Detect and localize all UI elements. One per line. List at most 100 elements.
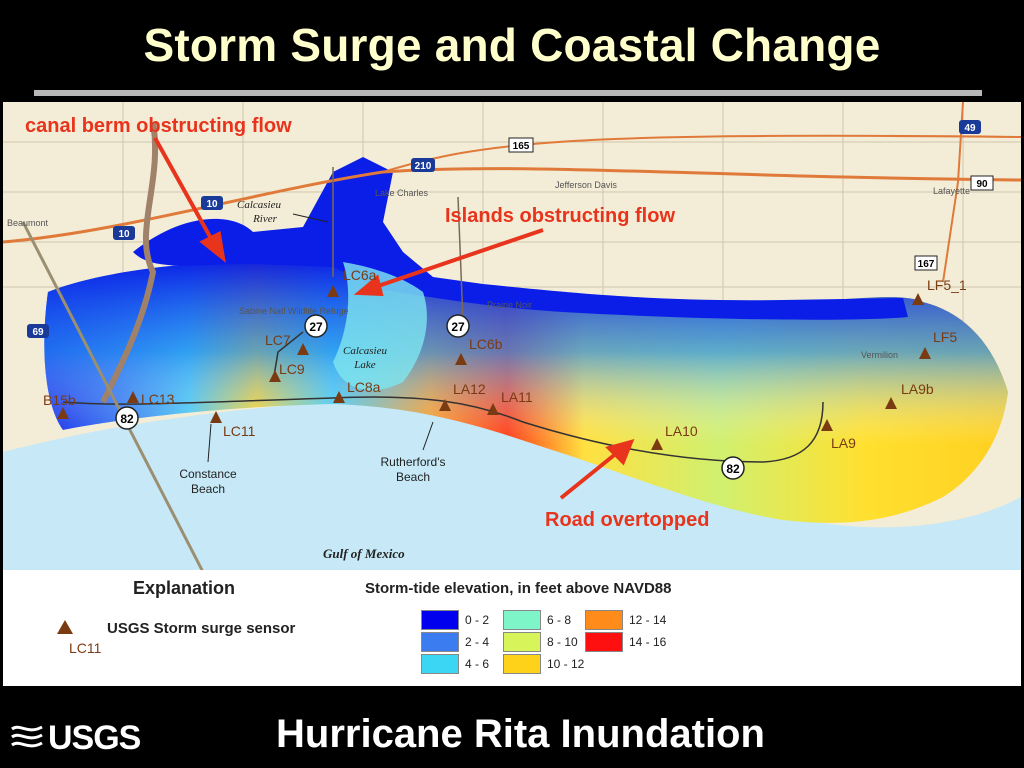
interstate-10-label: 10 — [206, 199, 218, 210]
legend-class-7: 14 - 16 — [585, 632, 669, 652]
route-27-east-label: 27 — [451, 320, 465, 334]
sensor-marker-b15b — [57, 407, 69, 419]
legend-explanation-title: Explanation — [133, 578, 236, 598]
calcasieu-river-label-2: River — [252, 213, 278, 225]
route-27-west-label: 27 — [309, 320, 323, 334]
route-167-label: 167 — [918, 259, 935, 270]
sensor-label-lf5_1: LF5_1 — [927, 277, 967, 293]
islands-annotation: Islands obstructing flow — [445, 205, 675, 227]
sensor-label-la10: LA10 — [665, 423, 698, 439]
sensor-marker-lc13 — [127, 391, 139, 403]
footer-title: Hurricane Rita Inundation — [276, 712, 765, 756]
rutherfords-beach-label-1: Rutherford's — [381, 455, 446, 469]
calcasieu-river-label-1: Calcasieu — [237, 199, 281, 211]
legend-class-2: 4 - 6 — [421, 654, 505, 674]
legend-range-label: 0 - 2 — [465, 613, 490, 627]
surge-zone-northern-fringe — [133, 157, 908, 320]
legend-range-label: 6 - 8 — [547, 613, 572, 627]
prairie-label: Prairie Noir — [487, 300, 532, 310]
route-shields — [27, 120, 994, 480]
legend-class-1: 2 - 4 — [421, 632, 505, 652]
legend-swatch — [421, 632, 459, 652]
legend-sensor-label: USGS Storm surge sensor — [107, 620, 296, 637]
sensor-marker-lf5_1 — [912, 293, 924, 305]
interstate-210-label: 210 — [415, 161, 432, 172]
sensor-marker-lf5 — [919, 347, 931, 359]
sensor-marker-la12 — [439, 399, 451, 411]
calcasieu-lake-label-1: Calcasieu — [343, 345, 387, 357]
legend-class-5: 10 - 12 — [503, 654, 587, 674]
legend-swatch — [503, 632, 541, 652]
gulf-of-mexico-label: Gulf of Mexico — [323, 546, 405, 561]
annotation-arrows — [153, 137, 635, 500]
rutherfords-beach-label-2: Beach — [396, 470, 430, 484]
legend-range-label: 10 - 12 — [547, 657, 585, 671]
legend-range-label: 8 - 10 — [547, 635, 578, 649]
route-165-label: 165 — [513, 141, 530, 152]
inundation-map: 27 27 82 82 10 10 210 165 49 90 167 69 L… — [3, 102, 1021, 686]
legend-sensor-code: LC11 — [69, 640, 102, 656]
legend-swatch — [503, 610, 541, 630]
route-90-label: 90 — [976, 179, 988, 190]
jefferson-davis-label: Jefferson Davis — [555, 180, 617, 190]
sensor-label-la9b: LA9b — [901, 381, 934, 397]
sensor-marker-la10 — [651, 438, 663, 450]
interstate-10-west-label: 10 — [118, 229, 130, 240]
sabine-refuge-label: Sabine Natl Wildlife Refuge — [239, 306, 349, 316]
lake-charles-label: Lake Charles — [375, 188, 429, 198]
sensor-label-la9: LA9 — [831, 435, 856, 451]
legend-range-label: 2 - 4 — [465, 635, 490, 649]
usgs-wave-icon — [11, 725, 43, 748]
sabine-river — [100, 121, 159, 404]
sensor-marker-la9b — [885, 397, 897, 409]
sensor-label-b15b: B15b — [43, 392, 76, 408]
sensor-marker-la11 — [487, 403, 499, 415]
sensor-marker-lc7 — [297, 343, 309, 355]
sensor-label-lc6b: LC6b — [469, 336, 503, 352]
sensor-label-lc13: LC13 — [141, 391, 175, 407]
legend-swatch — [421, 654, 459, 674]
sensor-label-lc7: LC7 — [265, 332, 291, 348]
sensor-marker-lc8a — [333, 391, 345, 403]
map-legend: Explanation USGS Storm surge sensor LC11… — [3, 570, 1021, 686]
sensor-label-lc9: LC9 — [279, 361, 305, 377]
slide-title: Storm Surge and Coastal Change — [143, 19, 881, 71]
gulf-water — [3, 402, 1021, 572]
legend-swatch — [503, 654, 541, 674]
route-82-west-label: 82 — [120, 412, 134, 426]
legend-swatch — [421, 610, 459, 630]
interstate-49-label: 49 — [964, 123, 976, 134]
sensor-label-lf5: LF5 — [933, 329, 957, 345]
beaumont-label: Beaumont — [7, 218, 49, 228]
place-pointers — [207, 213, 434, 463]
road-overtopped-annotation: Road overtopped — [545, 509, 709, 531]
canal-berm-annotation: canal berm obstructing flow — [25, 115, 292, 137]
legend-swatch — [585, 632, 623, 652]
sensor-layer: LC6a LC7 LC9 LC8a LC6b LA12 LA11 LA10 LA9 LA9b LF5… — [43, 267, 967, 451]
lafayette-label: Lafayette — [933, 186, 970, 196]
route-82-east-label: 82 — [726, 462, 740, 476]
surge-zone-shading — [44, 260, 1009, 523]
title-divider — [34, 90, 982, 96]
sensor-marker-lc11 — [210, 411, 222, 423]
sensor-label-lc6a: LC6a — [343, 267, 377, 283]
vermilion-label: Vermilion — [861, 350, 898, 360]
legend-elevation-heading: Storm-tide elevation, in feet above NAVD… — [365, 580, 672, 597]
sensor-label-lc11: LC11 — [223, 423, 256, 439]
legend-class-3: 6 - 8 — [503, 610, 587, 630]
sensor-label-la11: LA11 — [501, 389, 533, 405]
legend-class-0: 0 - 2 — [421, 610, 505, 630]
usgs-logo: USGS — [10, 718, 141, 757]
sensor-label-la12: LA12 — [453, 381, 486, 397]
legend-range-label: 12 - 14 — [629, 613, 667, 627]
route-69-label: 69 — [32, 327, 44, 338]
legend-range-label: 4 - 6 — [465, 657, 490, 671]
sensor-label-lc8a: LC8a — [347, 379, 381, 395]
usgs-wordmark: USGS — [48, 718, 141, 757]
sensor-marker-lc6a — [327, 285, 339, 297]
sensor-triangle-icon — [57, 620, 73, 634]
calcasieu-lake-label-2: Lake — [353, 359, 376, 371]
legend-class-6: 12 - 14 — [585, 610, 669, 630]
legend-range-label: 14 - 16 — [629, 635, 667, 649]
legend-class-4: 8 - 10 — [503, 632, 587, 652]
